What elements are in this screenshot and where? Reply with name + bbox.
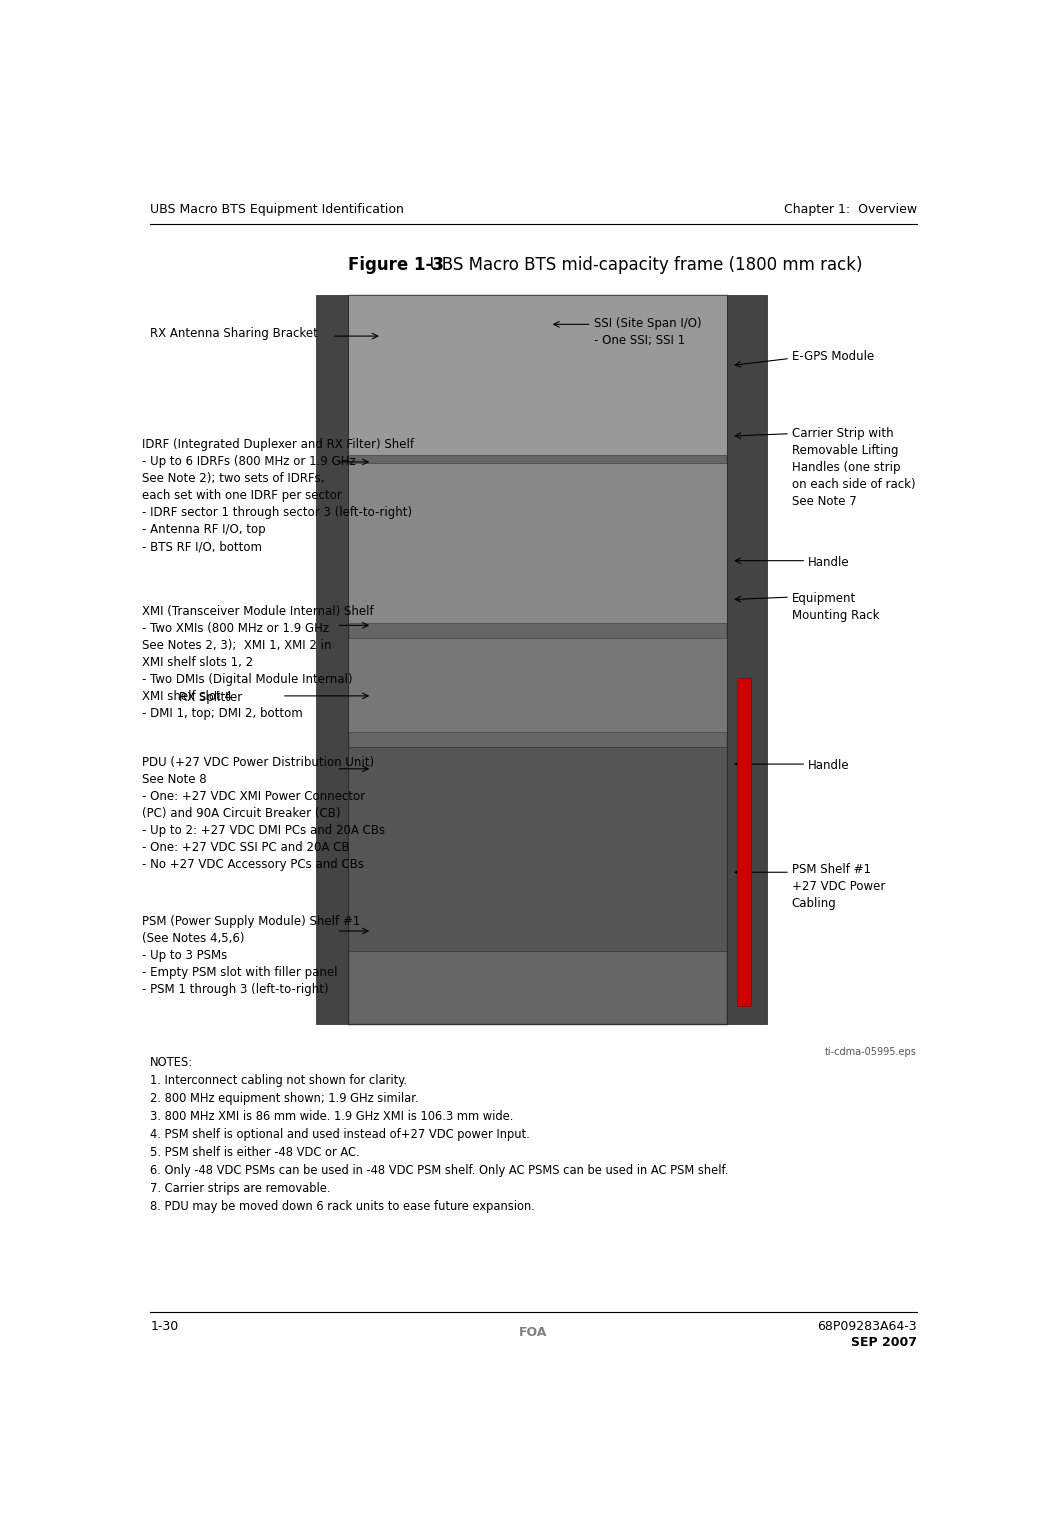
Text: E-GPS Module: E-GPS Module [791, 350, 874, 363]
Text: NOTES:
1. Interconnect cabling not shown for clarity.
2. 800 MHz equipment shown: NOTES: 1. Interconnect cabling not shown… [150, 1055, 729, 1212]
Text: 1-30: 1-30 [150, 1321, 179, 1333]
Bar [727, 295, 767, 1025]
Text: FOA: FOA [519, 1325, 548, 1339]
Bar [737, 678, 752, 1006]
Bar [348, 295, 727, 1025]
Text: XMI (Transceiver Module Internal) Shelf
- Two XMIs (800 MHz or 1.9 GHz
See Notes: XMI (Transceiver Module Internal) Shelf … [143, 605, 374, 721]
Bar [348, 638, 727, 733]
Text: Handle: Handle [808, 759, 849, 773]
Text: SSI (Site Span I/O)
- One SSI; SSI 1: SSI (Site Span I/O) - One SSI; SSI 1 [594, 318, 702, 347]
Text: Equipment
Mounting Rack: Equipment Mounting Rack [791, 592, 880, 623]
Text: 68P09283A64-3: 68P09283A64-3 [817, 1321, 917, 1333]
Text: UBS Macro BTS mid-capacity frame (1800 mm rack): UBS Macro BTS mid-capacity frame (1800 m… [418, 257, 862, 275]
Text: RX Antenna Sharing Bracket: RX Antenna Sharing Bracket [150, 327, 319, 339]
Text: UBS Macro BTS Equipment Identification: UBS Macro BTS Equipment Identification [150, 203, 404, 217]
Bar [348, 295, 727, 455]
Text: RX Splitter: RX Splitter [179, 692, 242, 704]
Bar [348, 463, 727, 623]
Text: Figure 1-3: Figure 1-3 [348, 257, 443, 275]
Bar [348, 747, 727, 951]
Text: PSM Shelf #1
+27 VDC Power
Cabling: PSM Shelf #1 +27 VDC Power Cabling [791, 863, 885, 910]
Text: IDRF (Integrated Duplexer and RX Filter) Shelf
- Up to 6 IDRFs (800 MHz or 1.9 G: IDRF (Integrated Duplexer and RX Filter)… [143, 438, 414, 553]
Text: SEP 2007: SEP 2007 [850, 1336, 917, 1348]
Text: ti-cdma-05995.eps: ti-cdma-05995.eps [824, 1048, 917, 1057]
Text: Chapter 1:  Overview: Chapter 1: Overview [784, 203, 917, 217]
Text: PDU (+27 VDC Power Distribution Unit)
See Note 8
- One: +27 VDC XMI Power Connec: PDU (+27 VDC Power Distribution Unit) Se… [143, 756, 385, 870]
Text: Handle: Handle [808, 556, 849, 570]
Text: Carrier Strip with
Removable Lifting
Handles (one strip
on each side of rack)
Se: Carrier Strip with Removable Lifting Han… [791, 426, 915, 507]
Bar [315, 295, 348, 1025]
Text: PSM (Power Supply Module) Shelf #1
(See Notes 4,5,6)
- Up to 3 PSMs
- Empty PSM : PSM (Power Supply Module) Shelf #1 (See … [143, 915, 360, 996]
